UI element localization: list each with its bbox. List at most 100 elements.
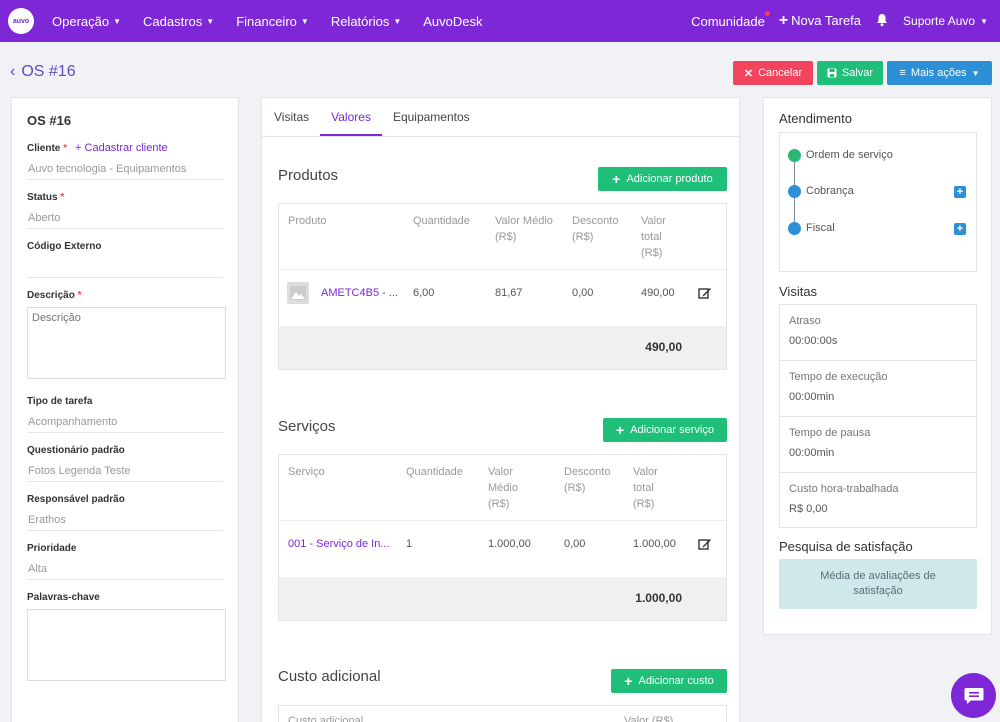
stat-value: 00:00:00s [789, 335, 838, 347]
produtos-title: Produtos [278, 167, 339, 184]
produto-name[interactable]: AMETC4B5 - ... [321, 287, 399, 299]
nav-operacao-label: Operação [52, 13, 110, 29]
codigo-label: Código Externo [27, 241, 102, 252]
codigo-field: Código Externo [27, 241, 223, 278]
suporte-menu[interactable]: Suporte Auvo ▼ [903, 14, 988, 28]
auvo-logo[interactable]: auvo [8, 8, 34, 34]
add-custo-button[interactable]: + Adicionar custo [611, 669, 727, 693]
col-quantidade: Quantidade [413, 215, 470, 227]
status-select[interactable]: Aberto [27, 207, 223, 229]
descricao-textarea[interactable] [27, 307, 226, 379]
col-valor: Valor (R$) [624, 715, 674, 722]
os-details-panel: OS #16 Cliente * + Cadastrar cliente Auvo… [11, 97, 239, 722]
chevron-down-icon: ▼ [393, 16, 402, 26]
codigo-input[interactable] [27, 256, 223, 278]
descricao-label: Descrição [27, 290, 75, 301]
timeline-cobranca[interactable]: Cobrança [806, 185, 854, 197]
timeline-fiscal[interactable]: Fiscal [806, 222, 835, 234]
chevron-left-icon: ‹ [10, 63, 16, 80]
table-row[interactable]: 001 - Serviço de In... 1 1.000,00 0,00 1… [279, 520, 726, 550]
descricao-field: Descrição * [27, 290, 226, 382]
add-fiscal-icon[interactable]: + [954, 223, 966, 235]
notification-dot [764, 10, 770, 16]
edit-icon[interactable] [698, 537, 712, 551]
nova-tarefa-button[interactable]: + Nova Tarefa [779, 12, 861, 30]
questionario-select[interactable]: Fotos Legenda Teste [27, 460, 223, 482]
col-servico: Serviço [288, 466, 325, 478]
atendimento-timeline [779, 132, 977, 272]
col-custo: Custo adicional [288, 715, 364, 722]
save-label: Salvar [841, 67, 874, 79]
nav-relatorios[interactable]: Relatórios ▼ [331, 14, 401, 29]
col-produto: Produto [288, 215, 327, 227]
nav-auvodesk[interactable]: AuvoDesk [423, 14, 482, 29]
chevron-down-icon: ▼ [206, 16, 215, 26]
col-desconto: Desconto (R$) [564, 466, 611, 494]
nav-auvodesk-label: AuvoDesk [423, 13, 483, 29]
required-mark: * [60, 192, 65, 203]
responsavel-select[interactable]: Erathos [27, 509, 223, 531]
stat-value: 00:00min [789, 391, 835, 403]
servicos-table: Serviço Quantidade Valor Médio (R$) Desc… [278, 454, 727, 621]
timeline-dot-fiscal [788, 222, 801, 235]
image-placeholder-icon [287, 282, 309, 304]
stat-label: Tempo de execução [789, 371, 888, 383]
add-servico-label: Adicionar serviço [630, 424, 714, 436]
menu-icon: ≡ [899, 67, 906, 79]
tab-visitas[interactable]: Visitas [274, 110, 310, 124]
prioridade-select[interactable]: Alta [27, 558, 223, 580]
cliente-input[interactable]: Auvo tecnologia - Equipamentos [27, 158, 223, 180]
pesquisa-box: Média de avaliações de satisfação [779, 559, 977, 609]
servico-qty: 1 [406, 538, 413, 550]
produtos-total: 490,00 [645, 340, 682, 354]
required-mark: * [77, 290, 82, 301]
sidebar-right: Atendimento Ordem de serviço Cobrança + … [763, 97, 992, 635]
nav-cadastros[interactable]: Cadastros ▼ [143, 14, 214, 29]
timeline-ordem[interactable]: Ordem de serviço [806, 149, 893, 161]
visitas-stats: Atraso 00:00:00s Tempo de execução 00:00mi… [779, 304, 977, 528]
palavras-field: Palavras-chave [27, 592, 226, 684]
nav-financeiro[interactable]: Financeiro ▼ [236, 14, 309, 29]
floppy-icon [827, 68, 837, 78]
tab-valores[interactable]: Valores [320, 98, 382, 136]
table-row[interactable]: AMETC4B5 - ... 6,00 81,67 0,00 490,00 [279, 269, 726, 304]
more-actions-button[interactable]: ≡ Mais ações ▼ [887, 61, 992, 85]
edit-icon[interactable] [698, 286, 712, 300]
col-valor-total: Valor total (R$) [641, 215, 666, 259]
stat-value: R$ 0,00 [789, 503, 828, 515]
chevron-down-icon: ▼ [113, 16, 122, 26]
tipo-label: Tipo de tarefa [27, 396, 93, 407]
chevron-down-icon: ▼ [980, 16, 988, 26]
add-produto-button[interactable]: + Adicionar produto [598, 167, 727, 191]
questionario-field: Questionário padrão Fotos Legenda Teste [27, 445, 223, 482]
add-servico-button[interactable]: + Adicionar serviço [603, 418, 727, 442]
top-navbar: auvo Operação ▼ Cadastros ▼ Financeiro ▼ Re… [0, 0, 1000, 42]
servico-name[interactable]: 001 - Serviço de In... [288, 538, 390, 550]
plus-icon: + [624, 673, 633, 689]
chat-button[interactable] [951, 673, 996, 718]
col-desconto: Desconto (R$) [572, 215, 619, 243]
nav-financeiro-label: Financeiro [236, 13, 297, 29]
cancel-label: Cancelar [758, 67, 803, 79]
nav-operacao[interactable]: Operação ▼ [52, 14, 121, 29]
plus-icon: + [616, 422, 625, 438]
comunidade-link[interactable]: Comunidade [691, 10, 770, 29]
tab-equipamentos[interactable]: Equipamentos [392, 110, 470, 124]
bell-icon[interactable] [875, 13, 889, 30]
servicos-footer: 1.000,00 [279, 577, 726, 620]
servicos-total: 1.000,00 [635, 591, 682, 605]
stat-pausa: Tempo de pausa 00:00min [780, 417, 976, 473]
cadastrar-cliente-link[interactable]: + Cadastrar cliente [75, 142, 168, 154]
stat-label: Atraso [789, 315, 821, 327]
save-button[interactable]: Salvar [817, 61, 883, 85]
add-cobranca-icon[interactable]: + [954, 186, 966, 198]
produto-avg: 81,67 [495, 287, 523, 299]
col-quantidade: Quantidade [406, 466, 463, 478]
cancel-button[interactable]: ✕ Cancelar [733, 61, 813, 85]
palavras-textarea[interactable] [27, 609, 226, 681]
tipo-select[interactable]: Acompanhamento [27, 411, 223, 433]
produto-qty: 6,00 [413, 287, 435, 299]
back-link[interactable]: ‹ OS #16 [10, 63, 76, 81]
status-label: Status [27, 192, 58, 203]
nova-tarefa-label: Nova Tarefa [791, 13, 862, 28]
